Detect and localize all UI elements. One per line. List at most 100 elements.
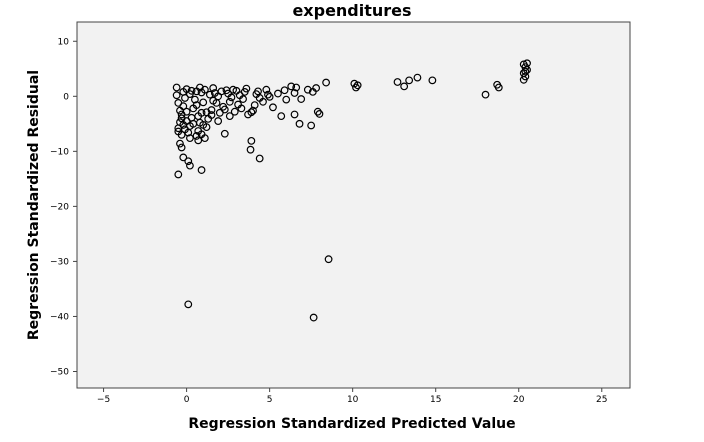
data-point <box>428 76 437 85</box>
data-points <box>172 59 531 322</box>
data-point <box>174 170 183 179</box>
data-point <box>295 119 304 128</box>
data-point <box>224 89 233 98</box>
data-point <box>249 106 257 115</box>
data-point <box>247 136 256 145</box>
y-tick-label: 10 <box>58 37 70 47</box>
y-axis-label: Regression Standardized Residual <box>26 70 42 340</box>
data-point <box>197 88 206 97</box>
data-point <box>255 154 264 163</box>
data-point <box>274 89 282 98</box>
data-point <box>237 104 246 113</box>
data-point <box>225 97 234 106</box>
y-tick-label: 0 <box>63 92 69 102</box>
data-point <box>235 91 244 100</box>
data-point <box>400 82 409 91</box>
data-point <box>184 157 193 166</box>
x-tick-label: 20 <box>513 395 525 405</box>
data-point <box>277 112 286 121</box>
data-point <box>209 84 218 92</box>
x-axis: −5 0 5 10 15 20 25 <box>97 388 607 405</box>
chart-title: expenditures <box>292 1 411 20</box>
data-point <box>214 92 223 101</box>
x-tick-label: 5 <box>267 395 273 405</box>
data-point <box>242 84 251 93</box>
data-point <box>252 90 261 98</box>
data-point <box>481 90 490 99</box>
data-point <box>353 81 362 90</box>
data-point <box>192 101 201 110</box>
data-point <box>207 111 216 119</box>
data-point <box>280 86 289 95</box>
data-point <box>199 98 208 107</box>
data-point <box>303 85 312 94</box>
data-point <box>189 119 198 128</box>
data-point <box>181 125 189 134</box>
data-point <box>308 87 317 96</box>
data-point <box>186 161 194 170</box>
data-point <box>192 132 201 140</box>
data-point <box>186 134 194 143</box>
data-point <box>199 121 208 129</box>
plot-area <box>76 21 631 389</box>
data-point <box>264 90 272 99</box>
data-point <box>322 78 330 87</box>
data-point <box>315 110 324 118</box>
data-point <box>195 83 204 92</box>
y-tick-label: −40 <box>50 312 69 322</box>
x-tick-label: 15 <box>430 395 441 405</box>
data-point <box>265 92 274 101</box>
data-point <box>191 95 199 104</box>
data-point <box>194 112 203 121</box>
x-tick-label: 25 <box>596 395 607 405</box>
y-tick-label: −50 <box>50 367 69 377</box>
data-point <box>352 83 360 92</box>
data-point <box>393 78 402 86</box>
data-point <box>262 85 271 94</box>
data-point <box>182 117 191 125</box>
data-point <box>197 130 206 139</box>
data-point <box>182 107 191 116</box>
data-point <box>229 85 238 94</box>
data-point <box>177 143 186 152</box>
data-point <box>324 255 333 264</box>
data-point <box>413 73 422 82</box>
data-point <box>523 59 531 68</box>
data-point <box>307 121 316 130</box>
data-point <box>297 95 306 103</box>
y-tick-label: −30 <box>50 257 69 267</box>
x-tick-label: 10 <box>347 395 359 405</box>
data-point <box>246 145 255 154</box>
data-point <box>194 136 203 145</box>
y-axis: 10 0 −10 −20 −30 −40 −50 <box>50 37 77 377</box>
data-point <box>230 107 239 116</box>
data-point <box>174 99 183 107</box>
data-point <box>282 95 291 104</box>
data-point <box>405 76 414 85</box>
data-point <box>220 105 229 114</box>
data-point <box>179 153 188 162</box>
data-point <box>207 106 216 114</box>
y-tick-label: −10 <box>50 147 69 157</box>
data-point <box>177 130 186 139</box>
data-point <box>269 103 277 112</box>
data-point <box>250 101 259 110</box>
data-point <box>287 82 296 91</box>
data-point <box>187 86 196 95</box>
data-point <box>494 83 503 92</box>
data-point <box>519 60 528 69</box>
data-point <box>214 117 223 125</box>
data-point <box>521 67 530 76</box>
data-point <box>309 313 318 322</box>
y-tick-label: −20 <box>50 202 69 212</box>
data-point <box>197 166 206 174</box>
data-point <box>290 110 299 119</box>
x-tick-label: −5 <box>97 395 110 405</box>
data-point <box>220 129 229 138</box>
data-point <box>184 300 193 309</box>
data-point <box>179 87 188 96</box>
data-point <box>290 89 299 97</box>
data-point <box>225 112 234 121</box>
data-point <box>292 83 301 92</box>
